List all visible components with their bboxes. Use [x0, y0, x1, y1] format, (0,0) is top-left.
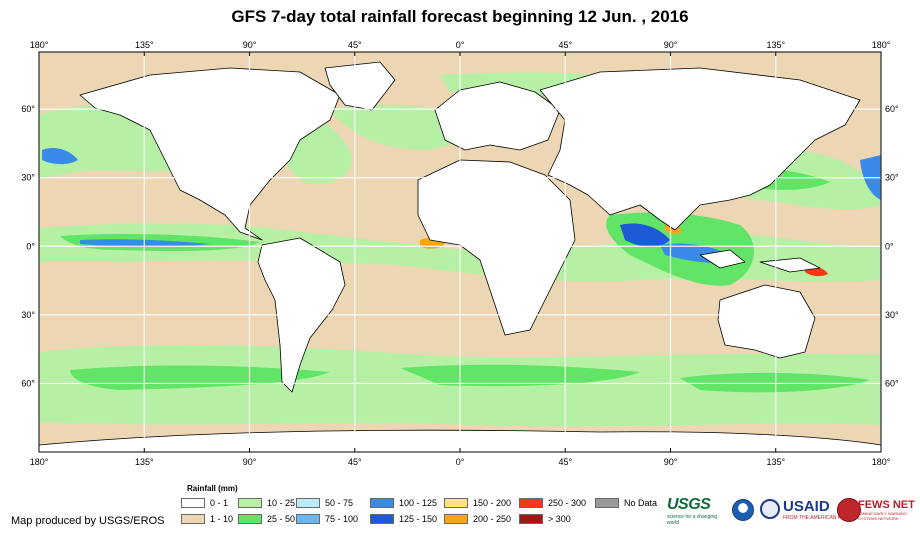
legend-item: 150 - 200 — [444, 497, 511, 509]
legend-label: > 300 — [548, 514, 571, 524]
lon-tick-label-bottom: 45° — [558, 457, 572, 467]
legend-item: 0 - 1 — [181, 497, 228, 509]
legend-item: 25 - 50 — [238, 513, 295, 525]
usgs-logo-text: USGS — [667, 496, 711, 513]
landmass-greenland — [324, 61, 396, 111]
lon-tick-label-bottom: 45° — [348, 457, 362, 467]
lat-tick-label-right: 60° — [885, 378, 899, 388]
legend-item: 1 - 10 — [181, 513, 233, 525]
legend-swatch — [370, 514, 394, 524]
lat-tick-label-left: 60° — [21, 104, 35, 114]
lon-tick-label-top: 180° — [30, 40, 49, 50]
legend-item: 75 - 100 — [296, 513, 358, 525]
legend-item: 125 - 150 — [370, 513, 437, 525]
legend-item: 50 - 75 — [296, 497, 353, 509]
legend-swatch — [296, 514, 320, 524]
legend-swatch — [238, 498, 262, 508]
legend-label: 0 - 1 — [210, 498, 229, 508]
lon-tick-label-bottom: 180° — [30, 457, 49, 467]
legend-label: 25 - 50 — [267, 514, 296, 524]
map-title: GFS 7-day total rainfall forecast beginn… — [231, 7, 689, 26]
landmass-indonesia — [699, 249, 821, 273]
fews-net-logo-text: FEWS NET — [858, 499, 915, 511]
landmass-europe — [434, 81, 561, 151]
legend-swatch — [181, 498, 205, 508]
legend-swatch — [370, 498, 394, 508]
legend-item: 200 - 250 — [444, 513, 511, 525]
legend-swatch — [444, 514, 468, 524]
landmass-asia — [539, 67, 861, 231]
legend-item: 250 - 300 — [519, 497, 586, 509]
usaid-logo-text: USAID — [783, 498, 830, 515]
usaid-logo: USAID FROM THE AMERICAN PEOPLE — [783, 498, 858, 521]
legend-item: No Data — [595, 497, 657, 509]
lon-tick-label-top: 90° — [243, 40, 257, 50]
legend-label: 150 - 200 — [473, 498, 512, 508]
lat-tick-label-right: 0° — [885, 241, 894, 251]
fews-net-logo: FEWS NET FAMINE EARLY WARNING SYSTEMS NE… — [858, 499, 920, 521]
map-ticks: 180° 180° 135° 135° 90° 90° 45° 45° 0° 0° 45° 45° 90… — [21, 40, 899, 467]
legend-swatch — [238, 514, 262, 524]
fews-net-emblem-icon — [837, 498, 861, 522]
lon-tick-label-bottom: 90° — [664, 457, 678, 467]
legend-swatch — [296, 498, 320, 508]
lat-tick-label-right: 30° — [885, 173, 899, 183]
legend-label: 1 - 10 — [210, 514, 234, 524]
legend-label: 125 - 150 — [399, 514, 438, 524]
legend-label: 100 - 125 — [399, 498, 438, 508]
lat-tick-label-left: 30° — [21, 173, 35, 183]
legend-swatch — [595, 498, 619, 508]
legend-swatch — [444, 498, 468, 508]
lon-tick-label-bottom: 90° — [243, 457, 257, 467]
legend-swatch — [181, 514, 205, 524]
us-government-seal-icon — [760, 499, 780, 519]
lat-tick-label-right: 60° — [885, 104, 899, 114]
lat-tick-label-left: 30° — [21, 310, 35, 320]
legend-label: 250 - 300 — [548, 498, 587, 508]
lon-tick-label-top: 135° — [135, 40, 154, 50]
landmass-australia — [717, 284, 816, 359]
landmass-north-america — [79, 67, 341, 241]
lon-tick-label-top: 45° — [348, 40, 362, 50]
usgs-tagline: science for a changing world — [667, 514, 718, 526]
legend-item: 10 - 25 — [238, 497, 295, 509]
legend-label: 10 - 25 — [267, 498, 296, 508]
lat-tick-label-right: 30° — [885, 310, 899, 320]
lon-tick-label-top: 0° — [456, 40, 465, 50]
lat-tick-label-left: 0° — [26, 241, 35, 251]
usgs-logo: USGS science for a changing world — [667, 496, 729, 526]
legend-label: 50 - 75 — [325, 498, 354, 508]
legend-item: > 300 — [519, 513, 571, 525]
lon-tick-label-bottom: 180° — [872, 457, 891, 467]
lon-tick-label-top: 135° — [766, 40, 785, 50]
legend-label: 200 - 250 — [473, 514, 512, 524]
lon-tick-label-bottom: 135° — [135, 457, 154, 467]
lon-tick-label-top: 90° — [664, 40, 678, 50]
noaa-logo-icon — [732, 499, 754, 521]
lon-tick-label-top: 45° — [558, 40, 572, 50]
legend-label: 75 - 100 — [325, 514, 359, 524]
legend-label: No Data — [624, 498, 658, 508]
legend-item: 100 - 125 — [370, 497, 437, 509]
lon-tick-label-bottom: 0° — [456, 457, 465, 467]
graticule — [39, 52, 881, 452]
lon-tick-label-bottom: 135° — [766, 457, 785, 467]
legend-swatch — [519, 514, 543, 524]
lon-tick-label-top: 180° — [872, 40, 891, 50]
credit-line: Map produced by USGS/EROS — [11, 515, 165, 527]
legend-swatch — [519, 498, 543, 508]
usaid-tagline: FROM THE AMERICAN PEOPLE — [783, 515, 858, 521]
fews-net-tagline: FAMINE EARLY WARNING SYSTEMS NETWORK — [858, 511, 908, 521]
legend-title: Rainfall (mm) — [187, 484, 238, 493]
lat-tick-label-left: 60° — [21, 378, 35, 388]
